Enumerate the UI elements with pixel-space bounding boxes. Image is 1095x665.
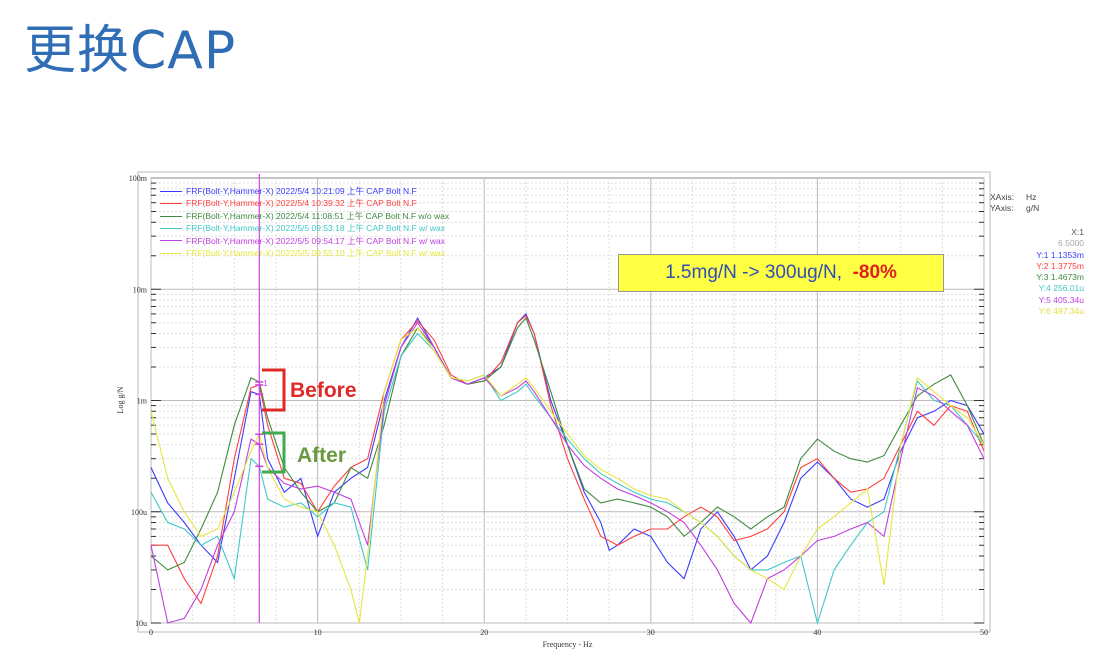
readout-row: Y:4 256.01u <box>1000 283 1084 294</box>
x-tick-label: 10 <box>314 628 322 637</box>
xaxis-unit: Hz <box>1026 192 1037 202</box>
y-axis-title: Log g/N <box>116 386 125 413</box>
readout-value: 1.1353m <box>1050 249 1084 260</box>
readout-row: Y:5 405.34u <box>1000 295 1084 306</box>
readout-label: Y:2 <box>1036 260 1051 271</box>
y-tick-label: 1m <box>137 397 148 406</box>
legend-label: FRF(Bolt-Y,Hammer-X) 2022/5/5 09:54:17 上… <box>186 235 446 246</box>
legend-swatch <box>160 203 182 205</box>
x-tick-label: 30 <box>647 628 655 637</box>
y-tick-label: 10u <box>135 619 147 628</box>
readout-value: 497.34u <box>1053 306 1084 317</box>
x-tick-label: 50 <box>980 628 988 637</box>
readout-label: Y:1 <box>1036 249 1051 260</box>
slide-title: 更换CAP <box>24 21 237 81</box>
legend-item: FRF(Bolt-Y,Hammer-X) 2022/5/5 09:53:18 上… <box>160 222 449 234</box>
readout-row: Y:2 1.3775m <box>1000 261 1084 272</box>
readout-row: Y:3 1.4673m <box>1000 272 1084 283</box>
callout-highlight: -80% <box>852 262 897 283</box>
legend-label: FRF(Bolt-Y,Hammer-X) 2022/5/4 11:08:51 上… <box>186 210 450 221</box>
legend-label: FRF(Bolt-Y,Hammer-X) 2022/5/5 09:55:10 上… <box>186 248 446 259</box>
readout-label: Y:6 <box>1038 306 1054 317</box>
legend-swatch <box>160 252 182 254</box>
legend-item: FRF(Bolt-Y,Hammer-X) 2022/5/5 09:55:10 上… <box>160 247 449 259</box>
readout-row: Y:6 497.34u <box>1000 306 1084 317</box>
series-line-5 <box>150 321 985 625</box>
legend-label: FRF(Bolt-Y,Hammer-X) 2022/5/4 10:39:32 上… <box>186 198 417 209</box>
legend-swatch <box>160 240 182 242</box>
legend-swatch <box>160 190 182 192</box>
before-bracket <box>262 368 286 412</box>
yaxis-unit: g/N <box>1026 203 1040 213</box>
legend-swatch <box>160 227 182 229</box>
readout-label: Y:5 <box>1038 294 1054 305</box>
before-label: Before <box>290 379 357 402</box>
axis-info: XAxis: Hz YAxis: g/N <box>990 192 1062 214</box>
readout-row: Y:1 1.1353m <box>1000 250 1084 261</box>
legend-swatch <box>160 215 182 217</box>
legend-item: FRF(Bolt-Y,Hammer-X) 2022/5/4 11:08:51 上… <box>160 210 449 222</box>
readout-label: Y:3 <box>1036 272 1051 283</box>
chart-legend: FRF(Bolt-Y,Hammer-X) 2022/5/4 10:21:09 上… <box>160 185 449 259</box>
y-tick-label: 10m <box>133 285 148 294</box>
after-bracket <box>262 431 286 474</box>
y-tick-label: 100m <box>129 174 148 183</box>
readout-x-value: 6.5000 <box>1058 238 1084 249</box>
readout-value: 1.4673m <box>1050 272 1084 283</box>
series-line-2 <box>151 314 985 605</box>
readout-header: X:1 <box>1071 227 1084 237</box>
after-label: After <box>297 444 347 467</box>
series-line-3 <box>150 317 985 571</box>
readout-value: 256.01u <box>1053 283 1084 294</box>
legend-item: FRF(Bolt-Y,Hammer-X) 2022/5/4 10:21:09 上… <box>160 185 449 197</box>
cursor-readout: X:1 6.5000 Y:1 1.1353m Y:2 1.3775m Y:3 1.4… <box>1000 227 1084 317</box>
callout-text: 1.5mg/N -> 300ug/N, <box>665 262 842 283</box>
cursor-label: 1 <box>263 379 268 388</box>
legend-label: FRF(Bolt-Y,Hammer-X) 2022/5/4 10:21:09 上… <box>186 186 417 196</box>
x-tick-label: 0 <box>149 628 153 637</box>
legend-item: FRF(Bolt-Y,Hammer-X) 2022/5/4 10:39:32 上… <box>160 197 449 209</box>
x-tick-label: 20 <box>480 628 488 637</box>
readout-value: 405.34u <box>1053 294 1084 305</box>
xaxis-label: XAxis: <box>990 192 1015 202</box>
x-tick-label: 40 <box>813 628 821 637</box>
series-line-6 <box>150 327 985 624</box>
readout-value: 1.3775m <box>1050 260 1084 271</box>
readout-label: Y:4 <box>1038 283 1054 294</box>
reduction-callout: 1.5mg/N -> 300ug/N, -80% <box>618 254 944 292</box>
x-axis-title: Frequency - Hz <box>543 640 593 649</box>
yaxis-label: YAxis: <box>990 203 1014 213</box>
legend-item: FRF(Bolt-Y,Hammer-X) 2022/5/5 09:54:17 上… <box>160 235 449 247</box>
y-tick-label: 100u <box>131 508 147 517</box>
legend-label: FRF(Bolt-Y,Hammer-X) 2022/5/5 09:53:18 上… <box>186 223 446 234</box>
